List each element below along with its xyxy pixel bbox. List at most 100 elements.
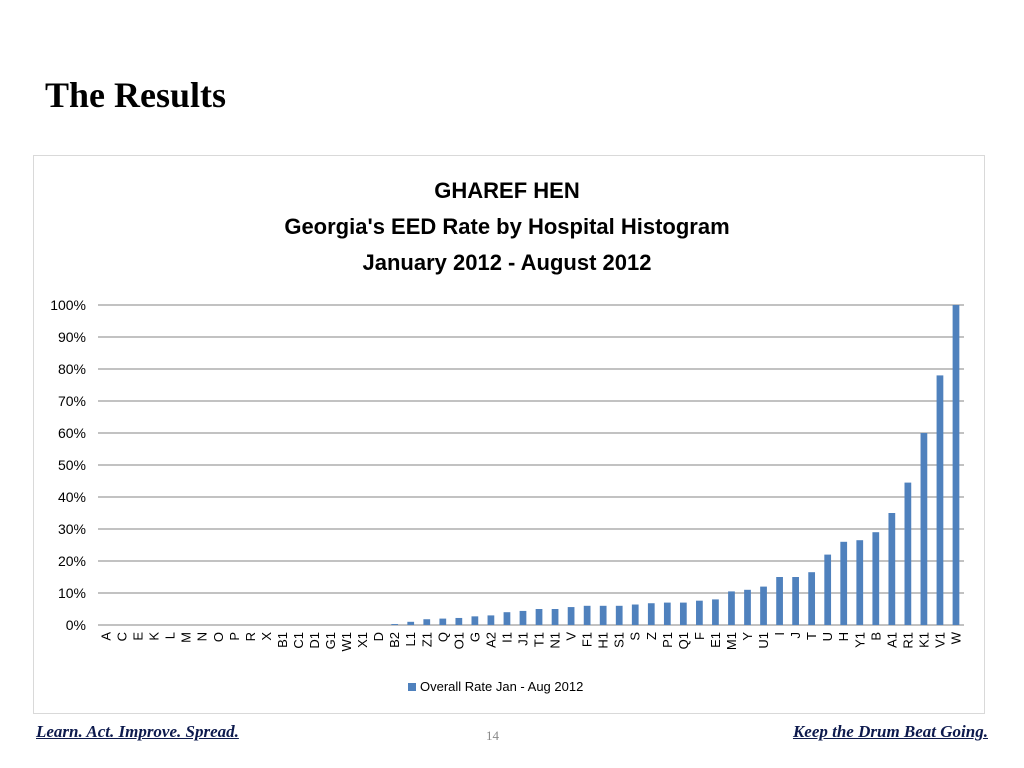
footer-tagline-right: Keep the Drum Beat Going. [792,722,988,741]
x-tick-label: M [179,632,194,643]
y-tick-label: 60% [58,425,86,441]
bar-S [631,604,639,625]
x-tick-label: S1 [612,632,627,648]
x-tick-label: U [820,632,835,641]
chart-frame: GHAREF HEN Georgia's EED Rate by Hospita… [33,155,985,714]
x-tick-label: V1 [932,632,947,648]
x-tick-label: O1 [451,632,466,649]
legend-label: Overall Rate Jan - Aug 2012 [420,679,583,694]
x-tick-label: K [147,632,162,641]
x-tick-label: B [868,632,883,641]
chart-title-line-1: GHAREF HEN [434,178,579,203]
bar-T1 [535,609,543,625]
x-tick-label: E1 [708,632,723,648]
chart-title-line-3: January 2012 - August 2012 [363,250,652,275]
y-tick-label: 80% [58,361,86,377]
bar-L1 [407,621,415,625]
bar-R1 [904,482,912,625]
x-tick-label: J1 [515,632,530,646]
bar-Q1 [679,602,687,625]
y-tick-label: 20% [58,553,86,569]
x-tick-label: A1 [884,632,899,648]
x-tick-label: H1 [596,632,611,649]
x-tick-label: B2 [387,632,402,648]
footer-tagline-left: Learn. Act. Improve. Spread. [36,722,239,741]
y-tick-label: 0% [66,617,86,633]
page-number: 14 [486,728,499,743]
y-tick-label: 40% [58,489,86,505]
bar-B2 [391,624,399,625]
x-tick-label: Z [644,632,659,640]
y-tick-label: 90% [58,329,86,345]
x-tick-label: C1 [291,632,306,649]
legend-swatch [408,683,416,691]
bar-K1 [920,433,928,625]
x-tick-label: Q [435,632,450,642]
x-tick-label: R1 [900,632,915,649]
x-tick-label: N [195,632,210,641]
bar-chart: GHAREF HEN Georgia's EED Rate by Hospita… [50,178,964,694]
x-tick-label: W [948,631,963,644]
bar-F1 [583,605,591,625]
x-tick-label: H [836,632,851,641]
x-tick-label: W1 [339,632,354,652]
bar-Y1 [856,540,864,625]
bar-U [824,554,832,625]
x-tick-label: K1 [916,632,931,648]
gridlines [98,304,964,626]
x-tick-label: T [804,632,819,640]
bar-E1 [712,599,719,625]
bar-I1 [503,612,511,625]
bar-Z1 [423,619,431,625]
x-tick-label: V [564,632,579,641]
x-tick-label: A [99,632,114,641]
bar-Q [439,618,447,625]
x-tick-label: T1 [532,632,547,647]
x-tick-label: L1 [403,632,418,646]
slide-title: The Results [45,75,227,115]
bar-M1 [728,591,735,625]
x-tick-label: J [788,632,803,639]
x-tick-label: Q1 [676,632,691,649]
x-tick-label: X1 [355,632,370,648]
bar-G [471,616,479,625]
x-tick-label: Y1 [852,632,867,648]
bar-I [776,577,783,625]
y-axis-ticks: 0% 10% 20% 30% 40% 50% 60% 70% 80% 90% 100% [50,297,86,633]
x-tick-label: B1 [275,632,290,648]
x-tick-label: S [628,632,643,641]
bar-U1 [760,586,767,625]
y-tick-label: 30% [58,521,86,537]
bar-V [567,607,575,625]
bar-H1 [599,605,607,625]
x-tick-label: G1 [323,632,338,649]
bar-V1 [936,375,944,625]
bar-Y [744,589,751,625]
bar-J1 [519,610,527,625]
y-tick-label: 50% [58,457,86,473]
x-tick-label: Z1 [419,632,434,647]
x-tick-label: Y [740,632,755,641]
y-tick-label: 70% [58,393,86,409]
bar-B [872,532,880,625]
x-tick-label: U1 [756,632,771,649]
bar-A2 [487,615,495,625]
x-tick-label: I [772,632,787,636]
x-tick-label: P1 [660,632,675,648]
x-tick-label: L [163,632,178,639]
x-tick-label: F [692,632,707,640]
bar-P1 [663,602,671,625]
x-tick-label: M1 [724,632,739,650]
x-tick-label: F1 [580,632,595,647]
bar-F [696,600,703,625]
x-tick-label: N1 [548,632,563,649]
bar-J [792,577,799,625]
bar-W [952,305,960,625]
y-tick-label: 10% [58,585,86,601]
x-tick-label: P [227,632,242,641]
x-tick-label: X [259,632,274,641]
chart-title-line-2: Georgia's EED Rate by Hospital Histogram [284,214,729,239]
x-tick-label: D1 [307,632,322,649]
bar-H [840,541,848,625]
y-tick-label: 100% [50,297,86,313]
